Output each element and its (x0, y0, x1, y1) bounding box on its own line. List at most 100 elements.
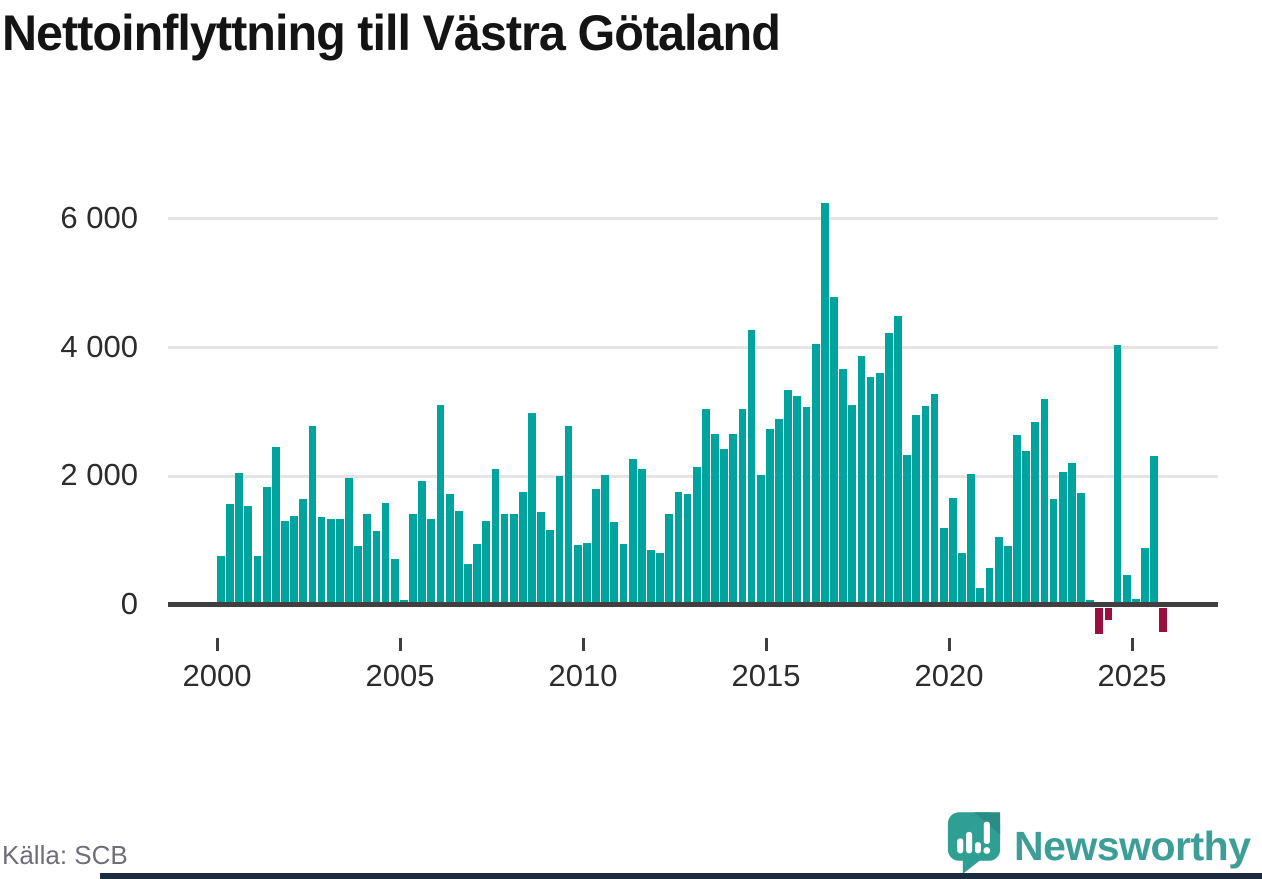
bar-2020Q3 (967, 473, 976, 605)
bar-2008Q1 (509, 513, 518, 605)
bar-2009Q4 (573, 545, 582, 605)
bar-2003Q3 (345, 478, 353, 605)
bar-2021Q3 (1003, 546, 1012, 605)
bar-2018Q2 (884, 333, 893, 605)
bar-2016Q4 (830, 296, 838, 605)
bar-2003Q1 (326, 518, 335, 605)
bar-2008Q4 (537, 512, 546, 605)
bar-2003Q2 (335, 518, 344, 605)
bar-2014Q2 (738, 408, 747, 605)
x-axis-label-2010: 2010 (548, 658, 618, 693)
bar-2012Q4 (683, 494, 692, 605)
x-axis-label-2000: 2000 (182, 658, 252, 693)
bar-2000Q4 (244, 505, 253, 605)
x-axis-label-2005: 2005 (365, 658, 435, 693)
bar-2006Q4 (464, 563, 472, 605)
y-axis-label-6000: 6 000 (60, 199, 138, 235)
bar-2018Q1 (875, 373, 884, 605)
bar-2017Q4 (866, 376, 875, 605)
bottom-strip (100, 873, 1262, 879)
bar-2022Q1 (1022, 450, 1030, 605)
x-axis-label-2025: 2025 (1097, 658, 1167, 693)
bar-2017Q2 (848, 404, 857, 605)
bar-2015Q3 (784, 390, 793, 605)
bar-2021Q1 (985, 568, 994, 605)
bar-2023Q3 (1077, 493, 1085, 605)
x-axis-tick-2000 (215, 638, 219, 651)
bar-2020Q4 (976, 587, 985, 605)
bar-2005Q3 (418, 481, 427, 605)
bar-2019Q3 (930, 393, 939, 605)
bar-2021Q4 (1013, 435, 1021, 605)
bar-2011Q3 (637, 469, 646, 605)
bar-2013Q4 (720, 449, 729, 605)
bar-2009Q1 (546, 530, 555, 605)
bar-2022Q3 (1040, 399, 1049, 605)
bar-2009Q2 (555, 475, 564, 605)
bar-2023Q1 (1058, 471, 1067, 605)
bar-2006Q1 (436, 404, 445, 605)
bar-2025Q4 (1159, 608, 1168, 633)
bar-2019Q1 (912, 415, 921, 605)
bar-2006Q3 (454, 511, 463, 605)
bar-2022Q2 (1031, 422, 1040, 605)
x-axis-tick-2025 (1130, 638, 1134, 651)
bar-2001Q2 (262, 487, 271, 605)
bar-2000Q2 (226, 503, 234, 605)
bar-2019Q2 (921, 405, 930, 605)
gridline-6000 (168, 217, 1218, 221)
bar-2011Q4 (647, 550, 655, 605)
bar-2021Q2 (994, 536, 1003, 605)
bar-2005Q2 (409, 513, 417, 605)
x-axis-label-2015: 2015 (731, 658, 801, 693)
bar-2015Q1 (766, 429, 774, 605)
bar-2010Q2 (592, 489, 600, 605)
bar-2016Q3 (820, 202, 829, 605)
bar-2024Q1 (1095, 608, 1104, 635)
bar-2015Q4 (793, 395, 802, 605)
bar-2002Q3 (308, 426, 317, 605)
chart-title: Nettoinflyttning till Västra Götaland (2, 5, 781, 61)
bar-2012Q3 (674, 491, 683, 605)
bar-2011Q2 (628, 458, 637, 605)
bar-2022Q4 (1049, 499, 1058, 605)
bar-2024Q4 (1122, 575, 1131, 605)
bar-2007Q1 (473, 543, 481, 605)
bar-2003Q4 (354, 545, 363, 605)
bar-2009Q3 (564, 426, 573, 605)
bar-2013Q2 (701, 408, 710, 605)
bar-2013Q1 (692, 466, 701, 605)
bar-2024Q3 (1113, 345, 1122, 605)
y-axis-label-4000: 4 000 (60, 328, 138, 364)
bar-2024Q2 (1104, 608, 1113, 620)
bar-2007Q4 (500, 513, 509, 605)
x-axis-label-2020: 2020 (914, 658, 984, 693)
gridline-4000 (168, 346, 1218, 350)
bar-2020Q2 (958, 552, 966, 605)
bar-2006Q2 (445, 493, 454, 605)
bar-2025Q2 (1141, 548, 1149, 605)
bar-2007Q2 (482, 521, 491, 605)
bar-2025Q3 (1150, 456, 1159, 605)
x-axis-tick-2020 (947, 638, 951, 651)
newsworthy-wordmark: Newsworthy (1014, 823, 1251, 869)
bar-2001Q3 (271, 447, 280, 605)
bar-2014Q4 (756, 475, 765, 605)
bar-2005Q4 (427, 518, 436, 605)
bar-2018Q3 (894, 316, 902, 605)
newsworthy-bubble-icon (946, 810, 1002, 879)
bar-2012Q2 (665, 513, 674, 605)
bar-2000Q1 (217, 556, 225, 605)
bar-2010Q4 (610, 521, 619, 605)
bar-2015Q2 (775, 419, 783, 605)
x-axis-tick-2010 (581, 638, 585, 651)
bar-2002Q4 (317, 516, 326, 605)
bar-2000Q3 (235, 473, 244, 605)
bar-2004Q3 (381, 502, 390, 605)
bar-2011Q1 (619, 543, 628, 605)
bar-2014Q1 (729, 433, 738, 605)
bar-2002Q1 (290, 515, 298, 605)
y-axis-label-2000: 2 000 (60, 457, 138, 493)
bar-2007Q3 (491, 468, 500, 605)
